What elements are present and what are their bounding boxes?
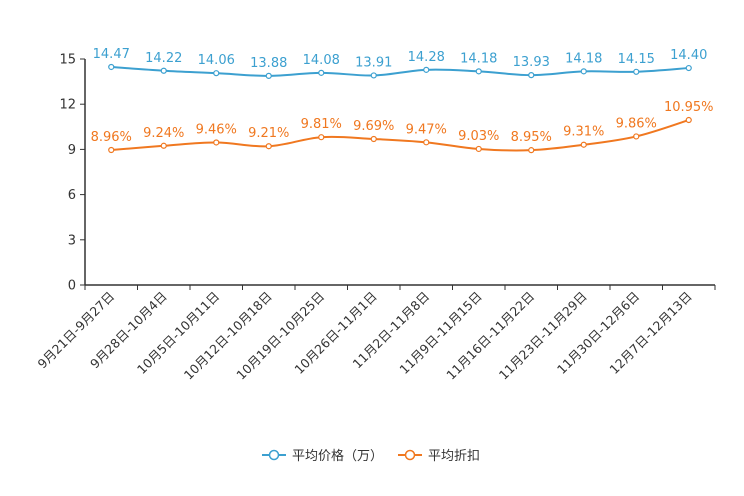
legend-label: 平均折扣	[428, 449, 480, 464]
data-point[interactable]	[634, 69, 639, 74]
y-tick-label: 9	[68, 143, 76, 158]
line-chart: 036912159月21日-9月27日9月28日-10月4日10月5日-10月1…	[0, 0, 744, 496]
legend-item-1[interactable]: 平均价格（万）	[262, 448, 383, 464]
data-point[interactable]	[476, 69, 481, 74]
data-point[interactable]	[424, 67, 429, 72]
data-point[interactable]	[476, 146, 481, 151]
data-point[interactable]	[266, 144, 271, 149]
data-label: 9.81%	[301, 117, 342, 132]
x-tick-label: 10月19日-10月25日	[233, 289, 327, 383]
data-point[interactable]	[109, 148, 114, 153]
data-label: 13.91	[355, 55, 392, 70]
data-point[interactable]	[424, 140, 429, 145]
data-point[interactable]	[581, 142, 586, 147]
data-label: 14.22	[145, 51, 182, 66]
y-tick-label: 3	[68, 233, 76, 248]
x-tick-label: 11月23日-11月29日	[496, 289, 590, 383]
data-point[interactable]	[266, 73, 271, 78]
legend-label: 平均价格（万）	[292, 448, 383, 464]
data-label: 9.21%	[248, 126, 289, 141]
legend-swatch-marker	[406, 451, 415, 460]
data-label: 14.08	[303, 53, 340, 68]
chart-legend: 平均价格（万） 平均折扣	[262, 448, 480, 464]
data-label: 14.28	[408, 50, 445, 65]
data-label: 9.86%	[616, 116, 657, 131]
data-label: 9.46%	[196, 122, 237, 137]
data-label: 14.47	[93, 47, 130, 62]
y-tick-label: 0	[68, 279, 76, 294]
data-point[interactable]	[161, 68, 166, 73]
data-label: 14.18	[460, 51, 497, 66]
data-point[interactable]	[161, 143, 166, 148]
data-label: 14.18	[565, 51, 602, 66]
x-tick-label: 11月16日-11月22日	[443, 289, 537, 383]
data-label: 14.15	[618, 52, 655, 67]
data-point[interactable]	[319, 135, 324, 140]
legend-swatch-marker	[270, 451, 279, 460]
data-label: 9.03%	[458, 129, 499, 144]
data-point[interactable]	[371, 73, 376, 78]
data-label: 8.96%	[91, 130, 132, 145]
data-label: 10.95%	[664, 100, 714, 115]
chart-axes: 036912159月21日-9月27日9月28日-10月4日10月5日-10月1…	[34, 53, 715, 383]
data-label: 9.47%	[406, 122, 447, 137]
data-label: 8.95%	[511, 130, 552, 145]
data-label: 9.69%	[353, 119, 394, 134]
data-point[interactable]	[214, 71, 219, 76]
y-tick-label: 15	[59, 53, 76, 68]
data-point[interactable]	[214, 140, 219, 145]
x-tick-label: 10月12日-10月18日	[181, 289, 275, 383]
data-point[interactable]	[581, 69, 586, 74]
series-2: 8.96% 9.24% 9.46% 9.21% 9.81% 9.69% 9.47% 9.03%…	[91, 100, 714, 153]
series-1: 14.47 14.22 14.06 13.88 14.08 13.91 14.28 14.18…	[93, 47, 708, 78]
data-label: 14.40	[670, 48, 707, 63]
data-point[interactable]	[686, 66, 691, 71]
data-point[interactable]	[634, 134, 639, 139]
data-label: 13.88	[250, 56, 287, 71]
data-label: 13.93	[513, 55, 550, 70]
data-label: 14.06	[198, 53, 235, 68]
data-label: 9.31%	[563, 125, 604, 140]
chart-series: 14.47 14.22 14.06 13.88 14.08 13.91 14.28 14.18…	[91, 47, 714, 153]
data-point[interactable]	[319, 70, 324, 75]
y-tick-label: 12	[59, 98, 76, 113]
data-point[interactable]	[529, 148, 534, 153]
data-point[interactable]	[109, 64, 114, 69]
data-label: 9.24%	[143, 126, 184, 141]
data-point[interactable]	[686, 118, 691, 123]
data-point[interactable]	[529, 73, 534, 78]
legend-item-2[interactable]: 平均折扣	[398, 449, 480, 464]
data-point[interactable]	[371, 137, 376, 142]
series-line	[111, 67, 689, 76]
y-tick-label: 6	[68, 188, 76, 203]
